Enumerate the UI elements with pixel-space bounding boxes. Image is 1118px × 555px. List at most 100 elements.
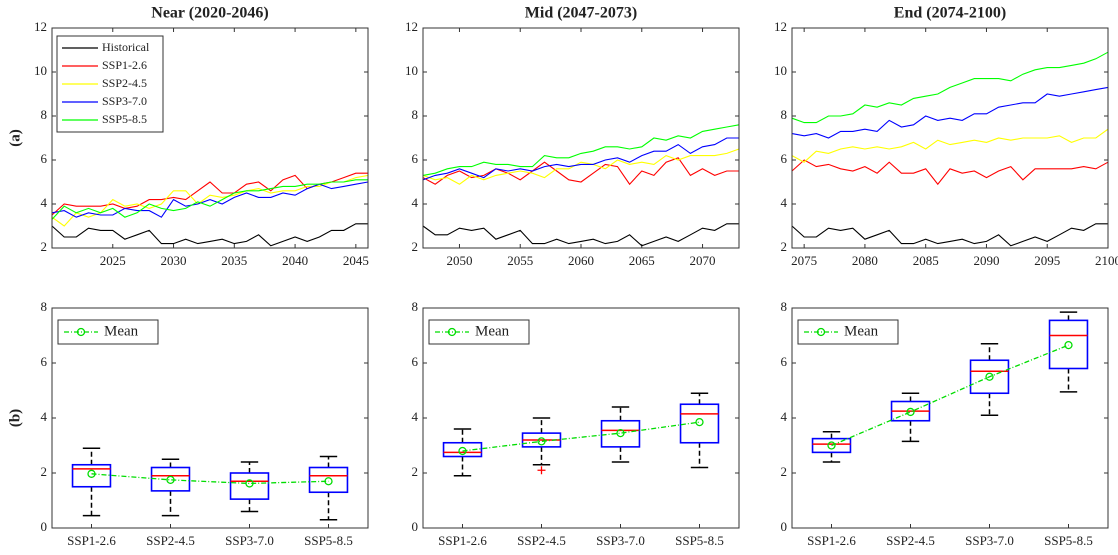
y-tick-label: 8 [41, 107, 48, 122]
y-tick-label: 6 [412, 354, 419, 369]
x-tick-label: 2080 [852, 253, 878, 268]
x-tick-label: 2090 [973, 253, 999, 268]
row-label: (a) [7, 129, 23, 147]
plot-area [792, 28, 1108, 248]
series-line [791, 51, 1109, 124]
series-line [791, 159, 1109, 186]
axes-frame [51, 307, 369, 529]
x-tick-label: 2040 [282, 253, 308, 268]
x-tick-label: SSP2-4.5 [517, 533, 566, 548]
mean-marker [166, 475, 175, 485]
y-tick-label: 0 [412, 519, 419, 534]
legend-swatch [816, 327, 826, 337]
series-line [791, 86, 1109, 139]
plot-area [792, 308, 1108, 528]
mean-line [91, 473, 329, 485]
y-tick-label: 12 [774, 19, 787, 34]
legend-label: SSP2-4.5 [102, 76, 147, 90]
series-line [422, 137, 739, 181]
series-line [791, 128, 1109, 163]
x-tick-label: SSP5-8.5 [1044, 533, 1093, 548]
x-tick-label: 2050 [446, 253, 472, 268]
y-tick-label: 2 [412, 239, 419, 254]
mean-marker [537, 437, 546, 446]
x-tick-label: 2085 [913, 253, 939, 268]
mean-marker [985, 372, 994, 381]
box [969, 359, 1010, 395]
y-tick-label: 4 [781, 409, 788, 424]
legend-label: Mean [104, 323, 139, 339]
y-tick-label: 6 [781, 151, 788, 166]
y-tick-label: 0 [41, 519, 48, 534]
legend-swatch [76, 327, 86, 337]
legend-label: SSP5-8.5 [102, 112, 147, 126]
y-tick-label: 2 [781, 464, 788, 479]
series-line [51, 174, 369, 227]
box [600, 419, 641, 448]
legend-label: SSP1-2.6 [102, 58, 147, 72]
x-tick-label: SSP5-8.5 [675, 533, 724, 548]
x-tick-label: 2070 [690, 253, 716, 268]
series-line [51, 223, 368, 247]
y-tick-label: 2 [781, 239, 788, 254]
x-tick-label: SSP5-8.5 [304, 533, 353, 548]
axes-frame [422, 307, 740, 529]
mean-line [831, 344, 1069, 447]
panel-title: Mid (2047-2073) [525, 5, 637, 22]
plot-area [52, 308, 368, 528]
x-tick-label: 2025 [100, 253, 126, 268]
y-tick-label: 4 [781, 195, 788, 210]
series-line [422, 223, 739, 247]
y-tick-label: 8 [412, 299, 419, 314]
mean-marker [245, 479, 254, 488]
y-tick-label: 8 [41, 299, 48, 314]
y-tick-label: 4 [41, 195, 48, 210]
x-tick-label: 2065 [629, 253, 655, 268]
series-line [51, 179, 368, 220]
axes-frame [791, 307, 1109, 529]
plot-area [423, 28, 739, 248]
x-tick-label: SSP1-2.6 [67, 533, 116, 548]
axes-frame [51, 27, 369, 249]
x-tick-label: SSP2-4.5 [886, 533, 935, 548]
mean-marker [616, 428, 625, 438]
x-tick-label: SSP1-2.6 [807, 533, 856, 548]
box [308, 466, 349, 494]
mean-marker [458, 446, 467, 456]
y-tick-label: 4 [412, 409, 419, 424]
series-line [422, 124, 740, 176]
y-tick-label: 2 [41, 464, 48, 479]
y-tick-label: 6 [41, 151, 48, 166]
legend-swatch [447, 327, 457, 337]
x-tick-label: SSP2-4.5 [146, 533, 195, 548]
x-tick-label: SSP3-7.0 [225, 533, 274, 548]
row-label: (b) [7, 409, 23, 427]
y-tick-label: 8 [781, 107, 788, 122]
y-tick-label: 0 [781, 519, 788, 534]
y-tick-label: 10 [34, 63, 47, 78]
series-line [51, 181, 369, 218]
x-tick-label: 2035 [221, 253, 247, 268]
x-tick-label: 2055 [507, 253, 533, 268]
legend-label: Historical [102, 40, 150, 54]
box [679, 403, 720, 444]
legend-label: Mean [844, 323, 879, 339]
series-line [791, 223, 1108, 247]
y-tick-label: 8 [412, 107, 419, 122]
y-tick-label: 6 [41, 354, 48, 369]
mean-marker [1064, 340, 1073, 350]
y-tick-label: 8 [781, 299, 788, 314]
box [150, 466, 191, 492]
y-tick-label: 12 [34, 19, 47, 34]
x-tick-label: 2045 [343, 253, 369, 268]
mean-marker [87, 469, 96, 478]
x-tick-label: SSP1-2.6 [438, 533, 487, 548]
box [229, 472, 270, 500]
x-tick-label: 2060 [568, 253, 594, 268]
mean-marker [324, 477, 333, 486]
y-tick-label: 6 [781, 354, 788, 369]
box [71, 463, 112, 488]
box [442, 441, 483, 458]
y-tick-label: 4 [41, 409, 48, 424]
